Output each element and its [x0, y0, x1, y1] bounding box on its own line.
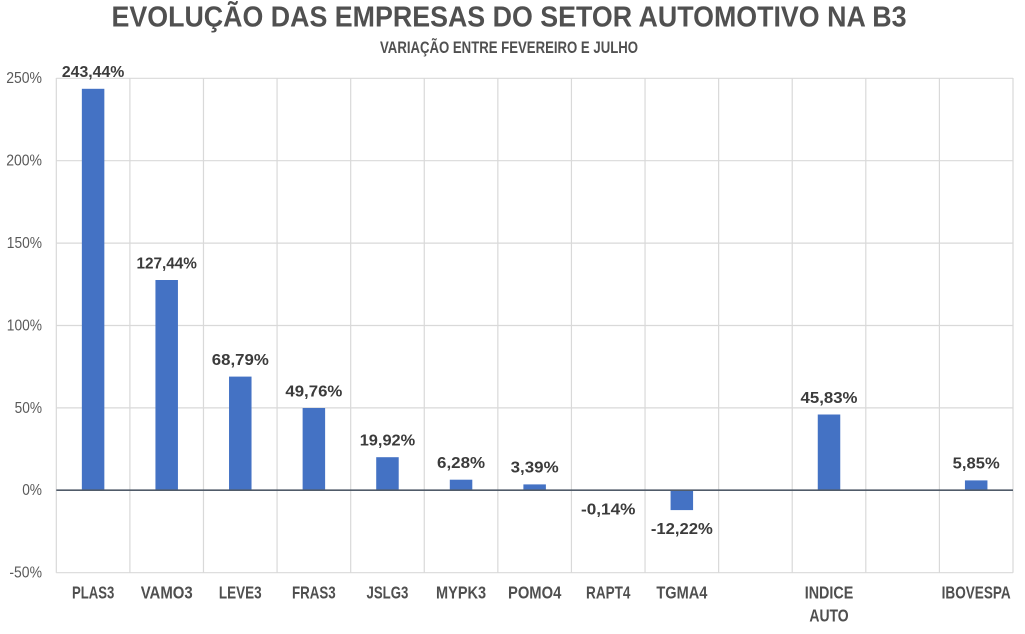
svg-text:FRAS3: FRAS3: [292, 583, 336, 603]
svg-text:150%: 150%: [7, 235, 42, 252]
svg-text:VARIAÇÃO ENTRE FEVEREIRO E JUL: VARIAÇÃO ENTRE FEVEREIRO E JULHO: [380, 37, 638, 57]
svg-text:VAMO3: VAMO3: [141, 583, 193, 603]
svg-text:68,79%: 68,79%: [212, 352, 269, 369]
svg-text:3,39%: 3,39%: [511, 460, 559, 477]
svg-text:IBOVESPA: IBOVESPA: [942, 583, 1011, 603]
svg-text:243,44%: 243,44%: [62, 64, 124, 81]
svg-text:PLAS3: PLAS3: [72, 583, 114, 603]
svg-text:49,76%: 49,76%: [285, 383, 342, 400]
svg-text:EVOLUÇÃO DAS EMPRESAS DO SETOR: EVOLUÇÃO DAS EMPRESAS DO SETOR AUTOMOTIV…: [112, 0, 907, 34]
svg-text:-0,14%: -0,14%: [581, 502, 636, 519]
svg-text:POMO4: POMO4: [508, 583, 562, 603]
svg-text:19,92%: 19,92%: [360, 433, 416, 450]
svg-text:200%: 200%: [6, 153, 42, 170]
svg-text:45,83%: 45,83%: [801, 390, 858, 407]
svg-text:MYPK3: MYPK3: [436, 583, 486, 603]
svg-text:50%: 50%: [15, 400, 42, 417]
svg-text:100%: 100%: [7, 317, 42, 334]
svg-text:RAPT4: RAPT4: [586, 583, 631, 603]
svg-text:-50%: -50%: [9, 565, 42, 582]
svg-text:250%: 250%: [6, 70, 42, 87]
svg-text:127,44%: 127,44%: [136, 255, 197, 272]
svg-text:0%: 0%: [22, 482, 42, 499]
svg-text:5,85%: 5,85%: [953, 456, 1000, 473]
svg-text:INDICE: INDICE: [805, 583, 854, 603]
svg-text:-12,22%: -12,22%: [651, 521, 713, 538]
svg-text:6,28%: 6,28%: [437, 455, 485, 472]
svg-text:LEVE3: LEVE3: [219, 583, 262, 603]
svg-text:JSLG3: JSLG3: [367, 583, 409, 603]
svg-text:AUTO: AUTO: [809, 606, 848, 626]
svg-text:TGMA4: TGMA4: [656, 583, 707, 603]
